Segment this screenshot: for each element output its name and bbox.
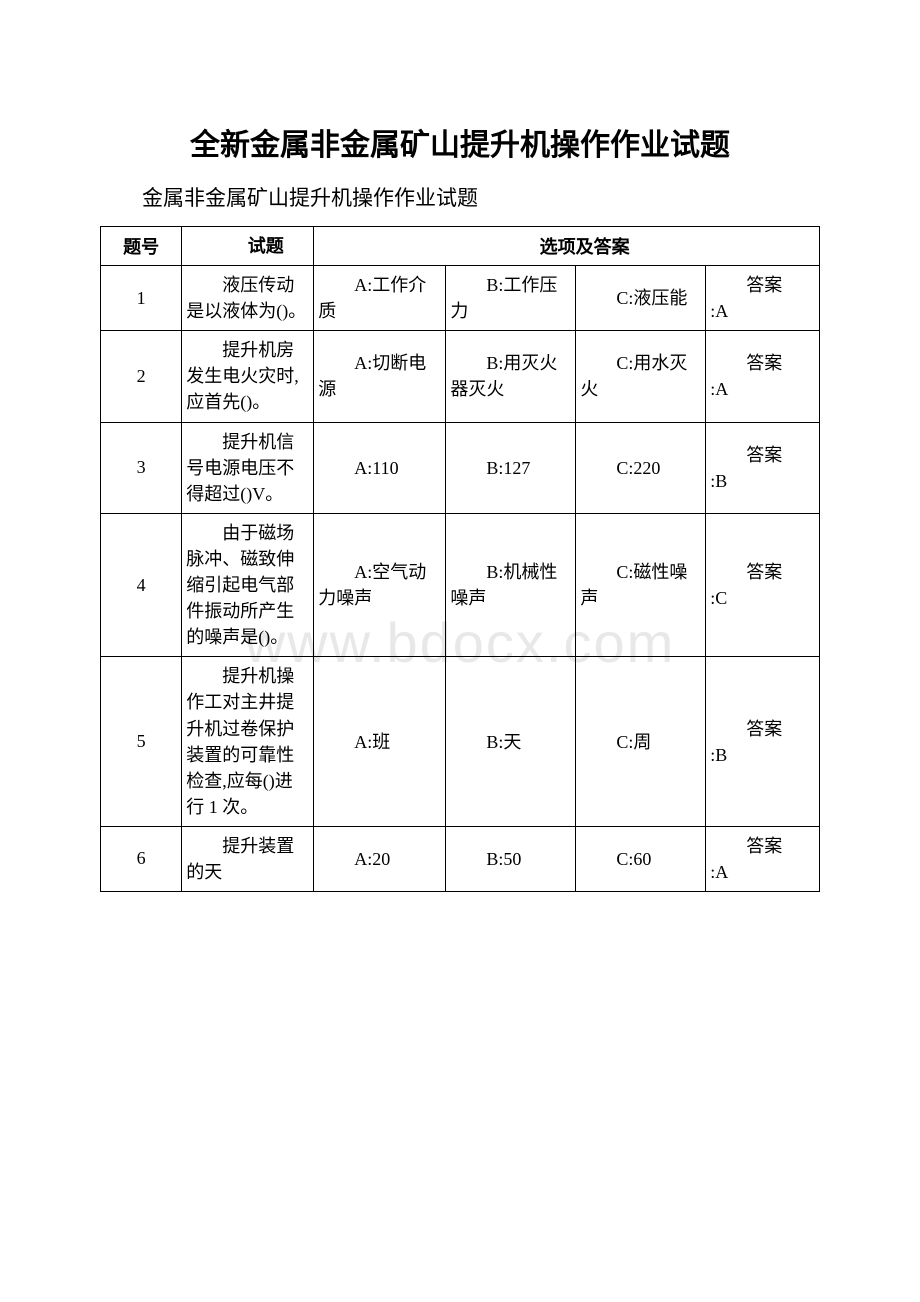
- cell-question: 由于磁场脉冲、磁致伸缩引起电气部件振动所产生的噪声是()。: [182, 513, 314, 656]
- cell-option-b: B:机械性噪声: [446, 513, 576, 656]
- cell-answer: 答案:A: [706, 331, 820, 422]
- cell-option-c: C:60: [576, 826, 706, 891]
- table-row: 6 提升装置的天 A:20 B:50 C:60 答案:A: [101, 826, 820, 891]
- cell-question: 提升机操作工对主井提升机过卷保护装置的可靠性检查,应每()进行 1 次。: [182, 657, 314, 827]
- cell-question: 提升机房发生电火灾时,应首先()。: [182, 331, 314, 422]
- cell-question: 提升机信号电源电压不得超过()V。: [182, 422, 314, 513]
- cell-num: 2: [101, 331, 182, 422]
- cell-num: 1: [101, 266, 182, 331]
- cell-answer: 答案:B: [706, 657, 820, 827]
- header-num: 题号: [101, 227, 182, 266]
- cell-option-c: C:周: [576, 657, 706, 827]
- table-row: 3 提升机信号电源电压不得超过()V。 A:110 B:127 C:220 答案…: [101, 422, 820, 513]
- cell-option-b: B:127: [446, 422, 576, 513]
- cell-option-a: A:110: [314, 422, 446, 513]
- cell-option-a: A:切断电源: [314, 331, 446, 422]
- cell-num: 5: [101, 657, 182, 827]
- cell-option-a: A:空气动力噪声: [314, 513, 446, 656]
- cell-option-a: A:20: [314, 826, 446, 891]
- cell-answer: 答案:B: [706, 422, 820, 513]
- cell-num: 3: [101, 422, 182, 513]
- header-question: 试题: [182, 227, 314, 266]
- table-row: 2 提升机房发生电火灾时,应首先()。 A:切断电源 B:用灭火器灭火 C:用水…: [101, 331, 820, 422]
- cell-option-c: C:用水灭火: [576, 331, 706, 422]
- cell-option-c: C:液压能: [576, 266, 706, 331]
- table-header-row: 题号 试题 选项及答案: [101, 227, 820, 266]
- header-options: 选项及答案: [314, 227, 820, 266]
- cell-option-c: C:220: [576, 422, 706, 513]
- cell-option-c: C:磁性噪声: [576, 513, 706, 656]
- page-subtitle: 金属非金属矿山提升机操作作业试题: [100, 182, 820, 212]
- cell-option-b: B:工作压力: [446, 266, 576, 331]
- question-table: 题号 试题 选项及答案 1 液压传动是以液体为()。 A:工作介质 B:工作压力…: [100, 226, 820, 892]
- cell-question: 提升装置的天: [182, 826, 314, 891]
- cell-option-b: B:用灭火器灭火: [446, 331, 576, 422]
- cell-option-a: A:班: [314, 657, 446, 827]
- table-row: 4 由于磁场脉冲、磁致伸缩引起电气部件振动所产生的噪声是()。 A:空气动力噪声…: [101, 513, 820, 656]
- cell-answer: 答案:A: [706, 826, 820, 891]
- cell-answer: 答案:A: [706, 266, 820, 331]
- table-row: 5 提升机操作工对主井提升机过卷保护装置的可靠性检查,应每()进行 1 次。 A…: [101, 657, 820, 827]
- cell-num: 6: [101, 826, 182, 891]
- cell-option-b: B:50: [446, 826, 576, 891]
- cell-option-a: A:工作介质: [314, 266, 446, 331]
- cell-answer: 答案:C: [706, 513, 820, 656]
- cell-question: 液压传动是以液体为()。: [182, 266, 314, 331]
- page-title: 全新金属非金属矿山提升机操作作业试题: [100, 120, 820, 164]
- cell-option-b: B:天: [446, 657, 576, 827]
- table-row: 1 液压传动是以液体为()。 A:工作介质 B:工作压力 C:液压能 答案:A: [101, 266, 820, 331]
- cell-num: 4: [101, 513, 182, 656]
